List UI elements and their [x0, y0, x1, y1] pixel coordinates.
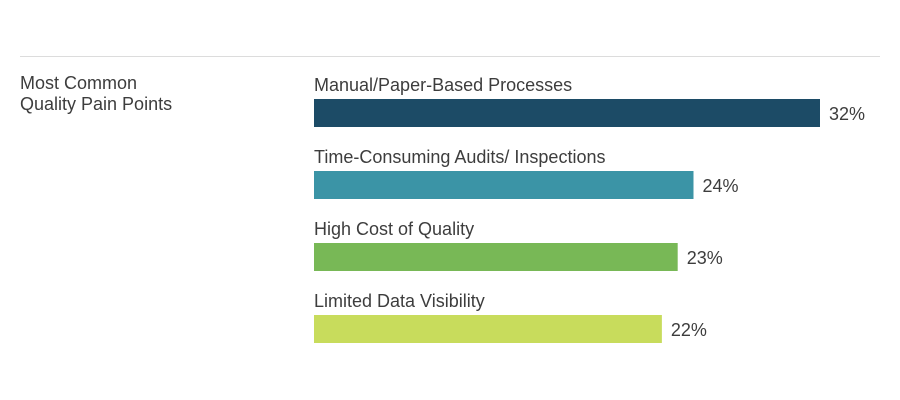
value-label: 23%	[687, 248, 723, 268]
category-label: Time-Consuming Audits/ Inspections	[314, 147, 605, 167]
bar	[314, 243, 678, 271]
bar	[314, 171, 694, 199]
bar	[314, 99, 820, 127]
top-divider	[20, 56, 880, 57]
bar	[314, 315, 662, 343]
value-label: 24%	[703, 176, 739, 196]
value-label: 32%	[829, 104, 865, 124]
value-label: 22%	[671, 320, 707, 340]
category-label: Manual/Paper-Based Processes	[314, 75, 572, 95]
chart-title-line-1: Most Common	[20, 73, 138, 93]
chart-title: Most Common Quality Pain Points	[20, 73, 172, 115]
category-label: High Cost of Quality	[314, 219, 474, 239]
category-label: Limited Data Visibility	[314, 291, 485, 311]
chart-title-line-2: Quality Pain Points	[20, 94, 173, 114]
